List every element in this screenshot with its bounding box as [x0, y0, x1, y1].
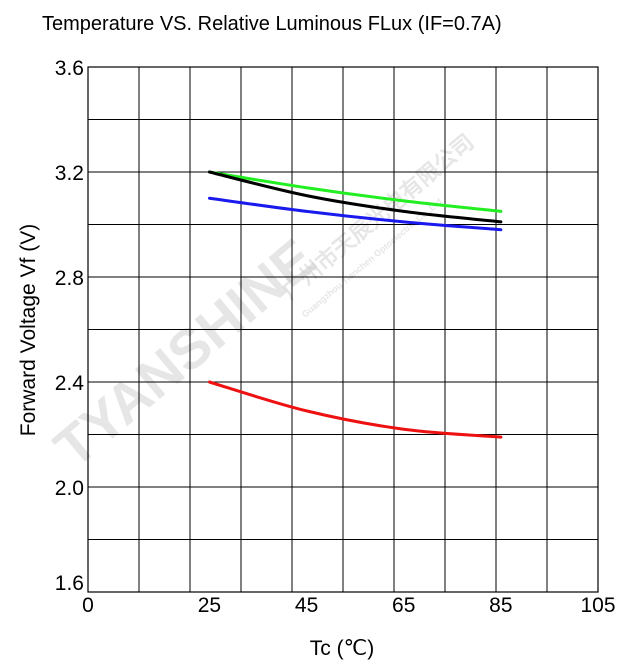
- x-tick-label: 45: [295, 594, 318, 617]
- x-tick-label: 105: [580, 594, 615, 617]
- series-layer: [207, 170, 503, 439]
- x-tick-label: 65: [392, 594, 415, 617]
- y-axis-label: Forward Voltage Vf (V): [17, 224, 40, 436]
- y-tick-label: 2.8: [55, 267, 84, 290]
- watermark-brand: TYANSHINE: [42, 226, 326, 479]
- series-line: [207, 170, 503, 224]
- y-tick-label: 3.2: [55, 162, 84, 185]
- x-tick-label: 85: [489, 594, 512, 617]
- series-line: [207, 196, 503, 232]
- y-tick-label: 2.4: [55, 372, 85, 395]
- series-line: [207, 170, 503, 213]
- x-axis-label: Tc (℃): [310, 637, 374, 660]
- grid: [88, 67, 598, 592]
- y-tick-label: 3.6: [55, 57, 84, 80]
- x-tick-labels: 0 25 45 65 85 105: [82, 594, 615, 617]
- y-tick-label: 2.0: [55, 477, 84, 500]
- chart-title: Temperature VS. Relative Luminous FLux (…: [42, 13, 502, 35]
- x-tick-label: 25: [198, 594, 221, 617]
- y-tick-label: 1.6: [55, 572, 84, 595]
- plot-frame: [87, 66, 599, 593]
- x-tick-label: 0: [82, 594, 94, 617]
- series-line: [207, 380, 503, 439]
- y-tick-labels: 1.6 2.0 2.4 2.8 3.2 3.6: [55, 57, 85, 595]
